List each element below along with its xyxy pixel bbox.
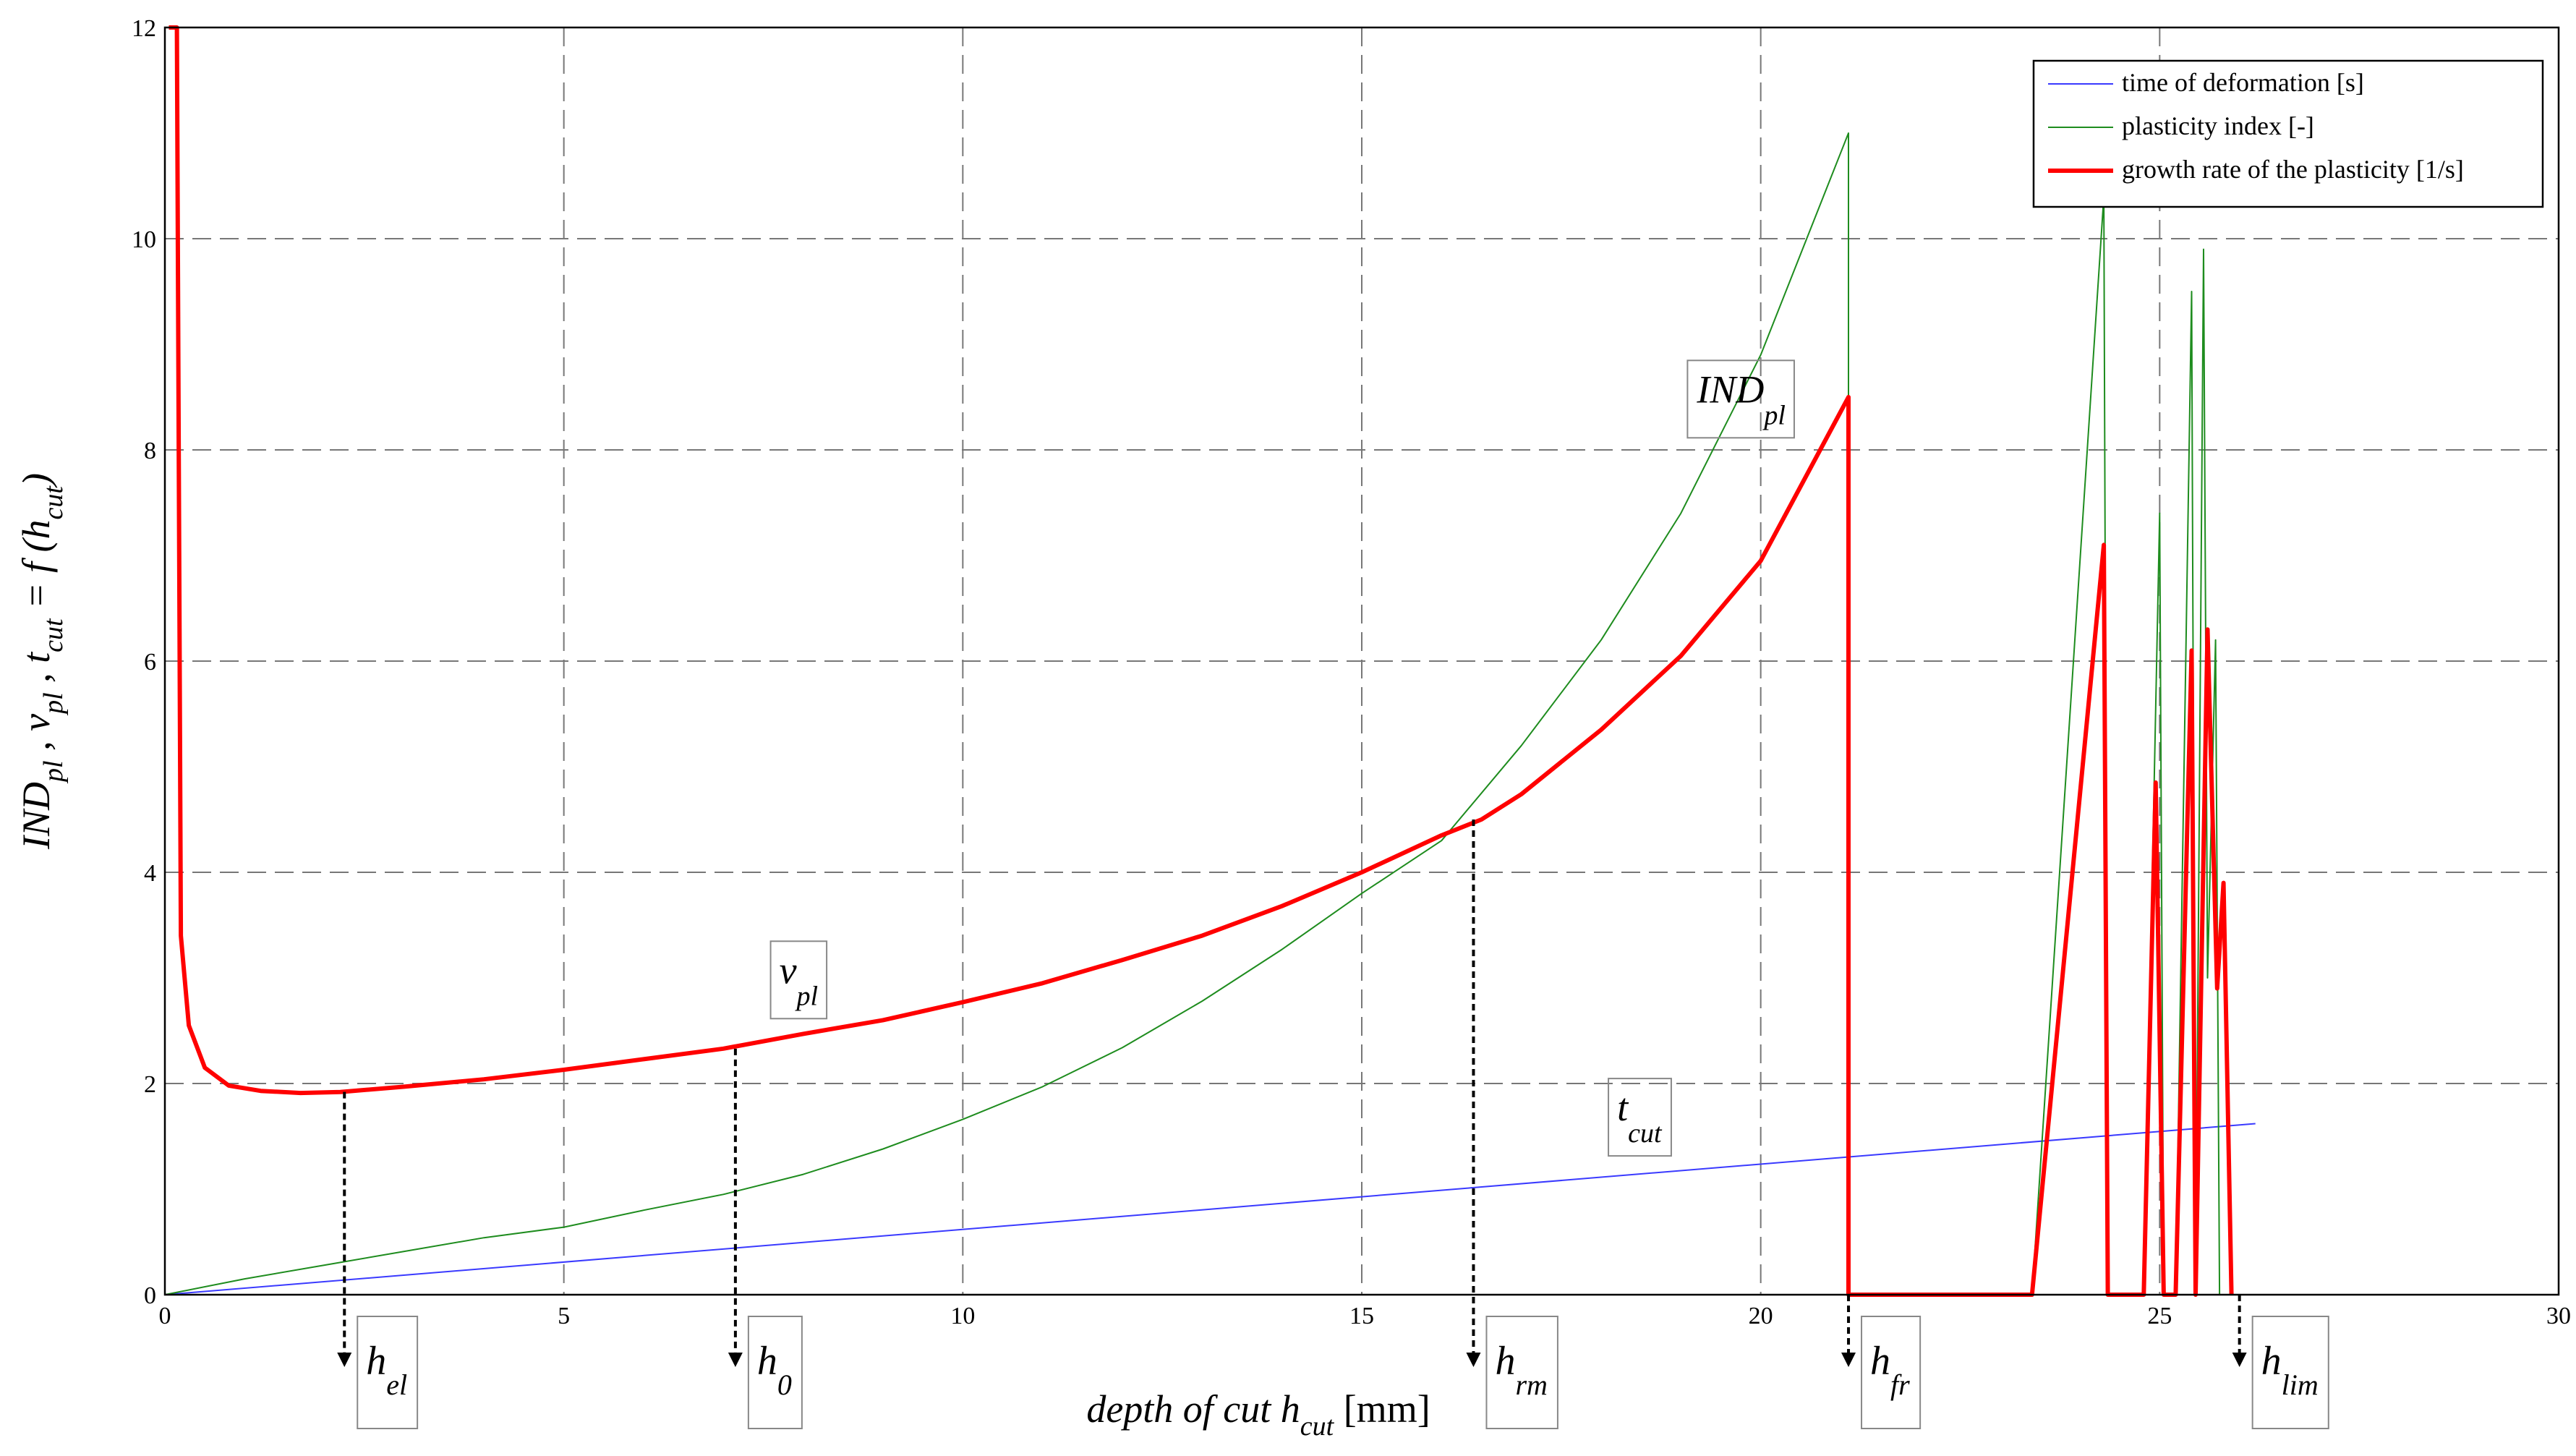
y-tick-label: 8 — [144, 438, 156, 464]
svg-text:tcut: tcut — [1617, 1086, 1663, 1149]
y-tick-label: 10 — [132, 226, 156, 253]
x-axis-title-unit: [mm] — [1334, 1387, 1430, 1431]
x-tick-label: 10 — [950, 1303, 975, 1329]
x-axis-title-sub: cut — [1300, 1411, 1335, 1442]
marker-h-rm: hrm — [1466, 819, 1558, 1429]
y-tick-label: 4 — [144, 860, 156, 887]
svg-text:hrm: hrm — [1495, 1339, 1547, 1401]
legend-item-1: time of deformation [s] — [2048, 68, 2364, 97]
y-axis-title-part1: IND — [14, 782, 58, 850]
series-label-t: tcut — [1608, 1078, 1672, 1157]
legend-item-3: growth rate of the plasticity [1/s] — [2048, 155, 2464, 184]
y-axis-title-sub1: pl — [38, 760, 69, 784]
y-axis-title-sub3: cut — [38, 618, 69, 652]
x-tick-label: 30 — [2546, 1303, 2571, 1329]
series-label-v: vpl — [769, 940, 828, 1020]
series-line-2 — [164, 132, 2221, 1295]
tick-labels: 0 5 10 15 20 25 30 0 2 4 6 8 10 12 — [132, 15, 2571, 1329]
marker-h-lim: hlim — [2232, 1295, 2329, 1429]
svg-text:hlim: hlim — [2261, 1339, 2319, 1401]
marker-h-0: h0 — [728, 1048, 803, 1429]
x-tick-label: 20 — [1749, 1303, 1773, 1329]
legend-label: growth rate of the plasticity [1/s] — [2122, 155, 2464, 184]
legend-item-2: plasticity index [-] — [2048, 111, 2314, 140]
svg-text:hel: hel — [366, 1339, 407, 1401]
y-tick-label: 2 — [144, 1071, 156, 1098]
svg-text:h0: h0 — [757, 1339, 792, 1401]
marker-h-el: hel — [337, 1091, 419, 1429]
series-line-1 — [164, 1123, 2256, 1295]
marker-h-fr: hfr — [1841, 1295, 1922, 1429]
svg-text:vpl: vpl — [780, 948, 819, 1011]
y-axis-title-part4: = f (h — [14, 519, 58, 618]
y-tick-label: 12 — [132, 15, 156, 42]
svg-text:hfr: hfr — [1870, 1339, 1910, 1401]
y-axis-title-sub4: cut — [38, 485, 69, 520]
series-label-ind: INDpl — [1686, 359, 1795, 439]
legend: time of deformation [s] plasticity index … — [2032, 59, 2544, 208]
x-tick-label: 15 — [1349, 1303, 1374, 1329]
x-axis-title-main: depth of cut h — [1086, 1387, 1300, 1431]
x-axis-title: depth of cut hcut [mm] — [1086, 1387, 1430, 1442]
legend-label: plasticity index [-] — [2122, 111, 2314, 140]
y-axis-title-part3: , t — [14, 651, 58, 693]
y-axis-title: INDpl , vpl , tcut = f (hcut) — [14, 473, 69, 850]
y-tick-label: 0 — [144, 1282, 156, 1309]
x-tick-label: 0 — [159, 1303, 171, 1329]
y-axis-title-sub2: pl — [38, 692, 69, 716]
legend-label: time of deformation [s] — [2122, 68, 2364, 97]
y-tick-label: 6 — [144, 649, 156, 676]
svg-text:INDpl: INDpl — [1696, 367, 1786, 430]
x-tick-label: 5 — [558, 1303, 570, 1329]
plot-frame — [163, 26, 2560, 1296]
x-tick-label: 25 — [2147, 1303, 2172, 1329]
annotations: INDpl vpl tcut hel h0 hrm hfr hlim — [337, 359, 2329, 1429]
y-axis-title-part5: ) — [14, 473, 58, 488]
y-axis-title-part2: , v — [14, 714, 58, 761]
